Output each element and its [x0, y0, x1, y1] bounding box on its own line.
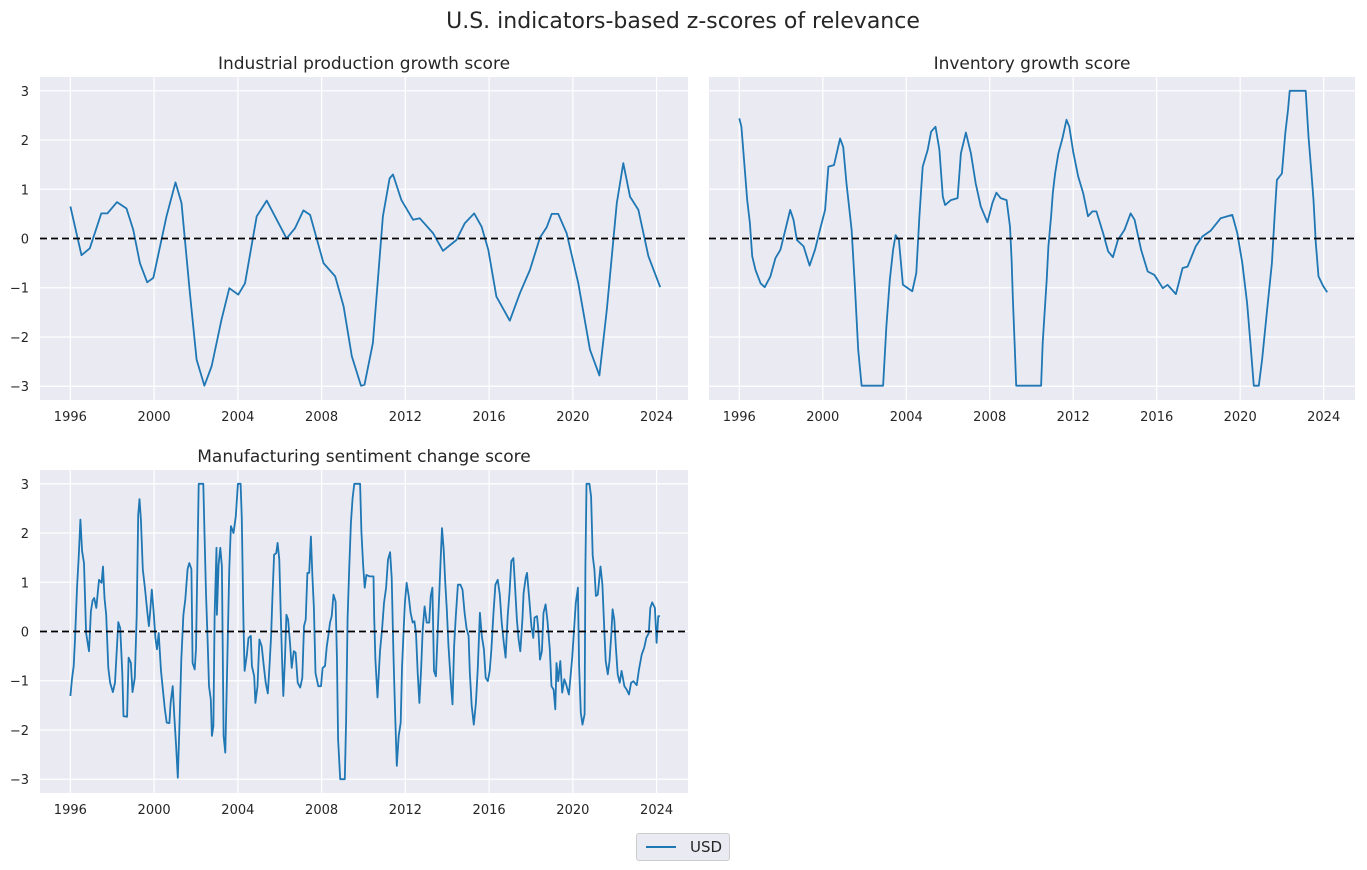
y-tick-label: 3 — [21, 478, 29, 493]
y-tick-label: 1 — [21, 183, 29, 198]
y-tick-label: 2 — [21, 134, 29, 149]
y-tick-label: 1 — [21, 576, 29, 591]
subplot-title: Industrial production growth score — [218, 54, 510, 74]
x-tick-label: 2008 — [305, 803, 338, 818]
x-tick-label: 2024 — [1307, 410, 1340, 425]
legend-label-usd: USD — [690, 838, 723, 856]
y-tick-label: −2 — [10, 724, 29, 739]
x-tick-label: 2016 — [1140, 410, 1173, 425]
y-tick-label: −1 — [10, 282, 29, 297]
subplot-title: Manufacturing sentiment change score — [197, 447, 531, 467]
legend-line-usd — [646, 846, 676, 848]
y-tick-label: 0 — [21, 626, 29, 641]
x-tick-label: 2012 — [389, 410, 422, 425]
x-tick-label: 1996 — [723, 410, 756, 425]
x-tick-label: 2008 — [305, 410, 338, 425]
x-tick-label: 2000 — [806, 410, 839, 425]
x-tick-label: 2020 — [1224, 410, 1257, 425]
y-tick-label: 0 — [21, 233, 29, 248]
y-tick-label: −3 — [10, 380, 29, 395]
subplots: 1996 2000 2004 2008 2012 2016 2020 2024−3−2−101… — [10, 54, 1355, 818]
x-tick-label: 2012 — [389, 803, 422, 818]
x-tick-label: 2024 — [640, 410, 673, 425]
y-tick-label: −3 — [10, 773, 29, 788]
y-tick-label: 3 — [21, 85, 29, 100]
x-tick-label: 2012 — [1057, 410, 1090, 425]
series-line-usd — [69, 482, 660, 781]
x-tick-label: 2000 — [138, 410, 171, 425]
legend: USD — [636, 833, 730, 861]
figure-title: U.S. indicators-based z-scores of releva… — [446, 9, 920, 34]
subplot-manufacturing-sentiment: 1996 2000 2004 2008 2012 2016 2020 2024 −3 −2 −1 0 1… — [10, 447, 688, 818]
x-tick-label: 1996 — [54, 803, 87, 818]
series-line-usd — [738, 89, 1328, 387]
x-tick-label: 1996 — [54, 410, 87, 425]
y-tick-label: −1 — [10, 675, 29, 690]
subplot-inventory: 1996 2000 2004 2008 2012 2016 2020 2024 Inventor… — [709, 54, 1355, 425]
x-tick-label: 2020 — [556, 803, 589, 818]
y-tick-label: −2 — [10, 331, 29, 346]
x-tick-label: 2004 — [221, 803, 254, 818]
x-tick-label: 2020 — [556, 410, 589, 425]
x-tick-label: 2016 — [473, 803, 506, 818]
x-tick-label: 2004 — [890, 410, 923, 425]
x-tick-label: 2008 — [973, 410, 1006, 425]
subplot-industrial-production: 1996 2000 2004 2008 2012 2016 2020 2024 −3 −2 −1 0 1… — [10, 54, 688, 425]
x-tick-label: 2000 — [138, 803, 171, 818]
x-tick-label: 2024 — [640, 803, 673, 818]
x-tick-label: 2016 — [473, 410, 506, 425]
series-line-usd — [69, 162, 662, 387]
x-tick-label: 2004 — [221, 410, 254, 425]
y-tick-label: 2 — [21, 527, 29, 542]
subplot-title: Inventory growth score — [934, 54, 1131, 74]
